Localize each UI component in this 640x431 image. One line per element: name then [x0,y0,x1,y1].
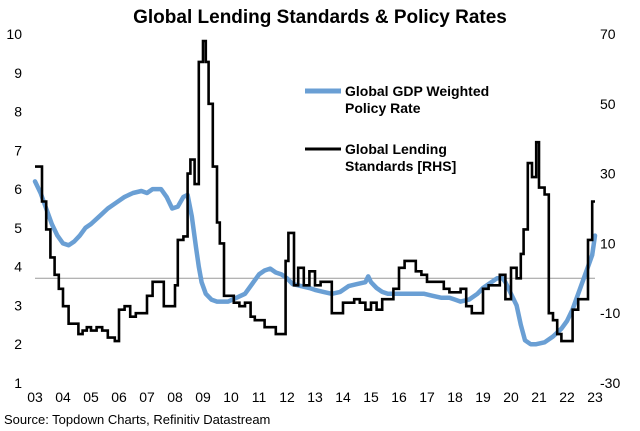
right-axis-tick-10: 10 [600,235,616,251]
x-axis-tick-16: 16 [391,389,407,405]
left-axis-tick-4: 4 [14,259,22,275]
x-axis-tick-05: 05 [83,389,99,405]
left-axis-tick-labels: 1 2 3 4 5 6 7 8 9 10 [6,26,22,391]
legend: Global GDP Weighted Policy Rate Global L… [305,83,489,174]
right-axis-tick-labels: -30 -10 10 30 50 70 [600,26,620,391]
x-axis-tick-06: 06 [111,389,127,405]
x-axis-tick-22: 22 [559,389,575,405]
x-axis-tick-09: 09 [195,389,211,405]
legend-label-lending-standards-line2: Standards [RHS] [345,158,456,174]
x-axis-tick-11: 11 [252,389,267,405]
right-axis-tick-30: 30 [600,166,616,182]
x-axis-tick-17: 17 [419,389,435,405]
left-axis-tick-1: 1 [14,375,22,391]
left-axis-tick-2: 2 [14,336,22,352]
left-axis-tick-7: 7 [14,142,22,158]
x-axis-tick-23: 23 [587,389,603,405]
x-axis-tick-13: 13 [307,389,323,405]
x-axis-tick-03: 03 [27,389,43,405]
left-axis-tick-3: 3 [14,297,22,313]
series-line-lending-standards [35,39,595,343]
right-axis-tick--30: -30 [600,375,620,391]
legend-label-policy-rate-line2: Policy Rate [345,100,421,116]
left-axis-tick-5: 5 [14,220,22,236]
x-axis-tick-04: 04 [55,389,71,405]
x-axis-tick-labels: 03 04 05 06 07 08 09 10 11 12 13 14 15 16 17 18 19 20 21 22… [27,389,603,405]
right-axis-tick--10: -10 [600,305,620,321]
x-axis-tick-14: 14 [335,389,351,405]
x-axis-tick-21: 21 [531,389,547,405]
right-axis-tick-70: 70 [600,26,616,42]
x-axis-tick-12: 12 [279,389,295,405]
left-axis-tick-6: 6 [14,181,22,197]
left-axis-tick-8: 8 [14,104,22,120]
x-axis-tick-19: 19 [475,389,491,405]
x-axis-tick-18: 18 [447,389,463,405]
chart-title: Global Lending Standards & Policy Rates [133,7,507,28]
left-axis-tick-10: 10 [6,26,22,42]
legend-label-policy-rate-line1: Global GDP Weighted [345,83,489,99]
source-note: Source: Topdown Charts, Refinitiv Datast… [4,412,270,427]
x-axis-tick-08: 08 [167,389,183,405]
right-axis-tick-50: 50 [600,96,616,112]
x-axis-tick-20: 20 [503,389,519,405]
x-axis-tick-10: 10 [223,389,239,405]
legend-label-lending-standards-line1: Global Lending [345,141,447,157]
x-axis-tick-15: 15 [363,389,379,405]
x-axis-tick-07: 07 [139,389,155,405]
left-axis-tick-9: 9 [14,65,22,81]
